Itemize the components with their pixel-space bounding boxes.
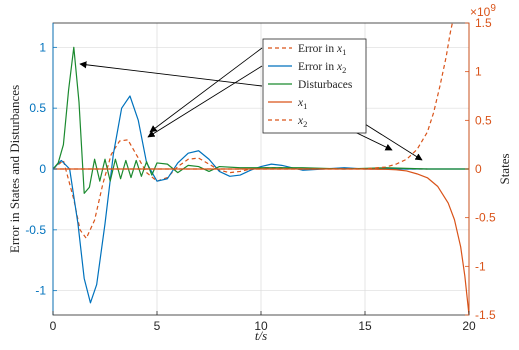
axis-ticks: 0 5 10 15 20 1 0.5 0 -0.5 -1 1.5 1 0.5 0 -0.5 -1 -1.5: [25, 16, 496, 333]
series-line-4: [53, 168, 469, 315]
y-right-tick-label-6: -1.5: [475, 308, 496, 322]
legend-label-3: Disturbaces: [298, 79, 353, 91]
y-left-tick-label-1: 0.5: [29, 101, 46, 115]
y-axis-label-right: States: [497, 153, 512, 184]
x-tick-label-1: 5: [154, 319, 161, 333]
y-left-tick-label-2: 0: [39, 162, 46, 176]
y-right-tick-label-4: -0.5: [475, 211, 496, 225]
series-line-5: [53, 23, 453, 170]
x-tick-label-3: 15: [358, 319, 372, 333]
x-tick-label-0: 0: [50, 319, 57, 333]
right-axis-exponent: ×109: [470, 3, 496, 19]
y-right-tick-label-0: 1.5: [475, 16, 492, 30]
x-axis-label: t/s: [255, 328, 267, 343]
y-right-tick-label-5: -1: [475, 259, 486, 273]
y-left-tick-label-3: -0.5: [25, 223, 46, 237]
x-tick-label-4: 20: [462, 319, 476, 333]
y-axis-label-left: Error in States and Disturbances: [7, 85, 22, 253]
y-right-tick-label-1: 1: [475, 65, 482, 79]
legend-label-4: x1: [297, 97, 307, 111]
series-line-3: [53, 46, 469, 194]
y-left-tick-label-0: 1: [39, 40, 46, 54]
legend: Error in x1 Error in x2 Disturbaces x1 x2: [262, 38, 367, 134]
y-left-tick-label-4: -1: [35, 284, 46, 298]
legend-label-2: Error in x2: [298, 61, 346, 75]
legend-label-1: Error in x1: [298, 43, 346, 57]
legend-box: [262, 38, 367, 134]
series-line-2: [53, 95, 469, 304]
y-right-tick-label-2: 0.5: [475, 113, 492, 127]
x-tick-label-2: 10: [254, 319, 268, 333]
y-right-tick-label-3: 0: [475, 162, 482, 176]
arrow-disturbances: [79, 61, 263, 87]
series-layer: [53, 23, 469, 315]
arrow-error-x1: [149, 47, 263, 133]
legend-label-5: x2: [297, 115, 307, 129]
arrow-error-x2: [147, 65, 263, 138]
